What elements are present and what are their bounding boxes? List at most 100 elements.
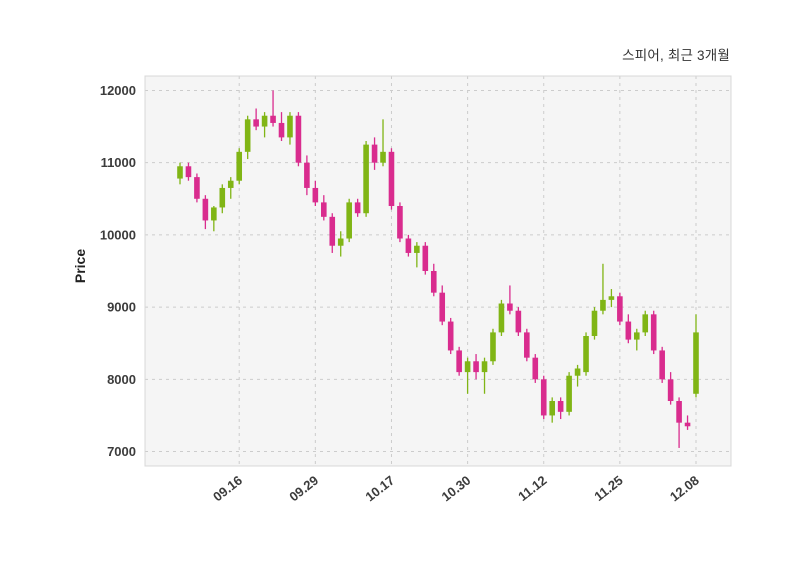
y-axis-label: Price xyxy=(72,248,88,284)
y-tick-label: 8000 xyxy=(107,372,136,387)
candle-body xyxy=(667,379,674,401)
candle xyxy=(439,285,446,326)
x-tick-label: 11.12 xyxy=(515,473,549,504)
y-tick-label: 7000 xyxy=(107,444,136,459)
candle-body xyxy=(312,187,319,203)
candle-body xyxy=(481,361,488,373)
candle-body xyxy=(600,299,606,311)
candle-body xyxy=(380,151,386,163)
candle-body xyxy=(608,296,615,300)
candle xyxy=(473,354,479,380)
candle-body xyxy=(633,332,640,340)
candle-body xyxy=(177,166,183,179)
candle xyxy=(227,177,234,199)
candle-body xyxy=(549,401,555,416)
candle-body xyxy=(650,314,657,351)
candle-body xyxy=(388,151,395,206)
candle xyxy=(422,242,429,275)
candle-body xyxy=(447,321,454,351)
candle-body xyxy=(202,198,209,221)
candle xyxy=(329,213,336,253)
candle-body xyxy=(625,321,632,340)
candle xyxy=(524,328,530,362)
candle xyxy=(244,115,251,160)
candle xyxy=(405,234,412,257)
y-tick-label: 11000 xyxy=(101,155,136,170)
candle-body xyxy=(321,202,327,217)
candle xyxy=(464,357,471,394)
candle xyxy=(693,314,699,398)
candle xyxy=(532,354,539,383)
candle-body xyxy=(261,115,268,127)
candle xyxy=(490,328,496,365)
candle-body xyxy=(253,119,259,127)
candle-body xyxy=(583,336,589,373)
candle xyxy=(261,112,268,138)
candle-body xyxy=(676,401,682,423)
candle xyxy=(583,332,589,376)
candle-body xyxy=(617,296,623,322)
candle-body xyxy=(244,119,251,152)
candle-body xyxy=(337,238,344,246)
x-tick-label: 09.29 xyxy=(286,473,321,505)
candle xyxy=(202,195,209,230)
candle xyxy=(659,346,665,383)
y-tick-label: 12000 xyxy=(100,83,136,98)
candle xyxy=(591,307,598,340)
candle xyxy=(337,231,344,257)
candle xyxy=(236,148,243,185)
x-tick-label: 09.16 xyxy=(210,473,245,505)
candle-body xyxy=(456,350,462,373)
candle xyxy=(447,317,454,355)
candle xyxy=(304,155,310,196)
candle xyxy=(481,357,488,394)
candle xyxy=(414,242,420,268)
candle xyxy=(397,202,403,243)
candle-body xyxy=(227,180,234,188)
candle xyxy=(321,195,327,221)
candle-body xyxy=(574,368,581,376)
candle xyxy=(388,148,395,210)
candle xyxy=(633,328,640,351)
candle-body xyxy=(532,357,539,380)
candle-body xyxy=(490,332,496,362)
candle-body xyxy=(211,207,217,221)
candle xyxy=(219,184,226,214)
chart-title: 스피어, 최근 3개월 xyxy=(622,48,730,63)
candle xyxy=(574,364,581,387)
candle xyxy=(211,206,217,232)
candle-body xyxy=(354,202,361,214)
candle xyxy=(667,372,674,405)
candle xyxy=(380,119,386,167)
candle xyxy=(346,198,352,243)
candle-body xyxy=(693,332,699,394)
candle xyxy=(185,162,192,181)
candle xyxy=(684,415,691,430)
candle-body xyxy=(473,361,479,373)
candle xyxy=(617,292,623,326)
candle-body xyxy=(642,314,649,333)
candle xyxy=(600,263,606,315)
candle-body xyxy=(507,303,513,311)
candle-body xyxy=(430,271,437,293)
candle xyxy=(430,263,437,297)
candle-body xyxy=(371,144,378,163)
candle xyxy=(456,346,462,376)
x-tick-label: 10.30 xyxy=(439,473,474,505)
candle-body xyxy=(524,332,530,358)
candle xyxy=(278,112,285,141)
candle xyxy=(354,198,361,217)
x-tick-label: 11.25 xyxy=(591,473,625,504)
candle xyxy=(676,397,682,448)
candle-body xyxy=(439,292,446,322)
candle xyxy=(177,162,183,185)
candle xyxy=(312,180,319,206)
x-tick-label: 12.08 xyxy=(667,473,702,505)
candle xyxy=(507,285,513,315)
candle xyxy=(557,397,564,420)
candle xyxy=(253,108,259,131)
candle-body xyxy=(236,151,243,181)
candle-body xyxy=(287,115,293,138)
candle xyxy=(608,289,615,308)
candle-body xyxy=(405,238,412,253)
